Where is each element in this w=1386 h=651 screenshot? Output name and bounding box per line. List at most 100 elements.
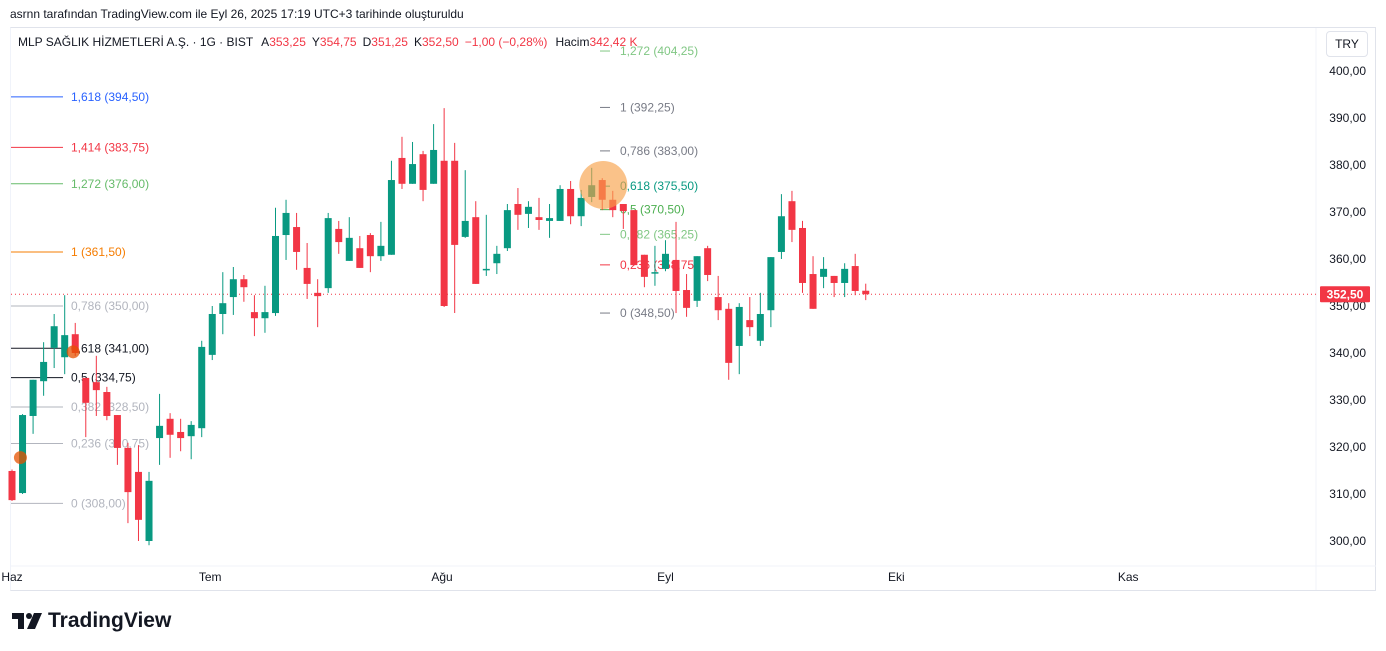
candle-body (661, 253, 669, 269)
candle-body (651, 272, 659, 274)
fib-left-label: 0,618 (341,00) (71, 341, 149, 355)
price-tick-label: 380,00 (1329, 158, 1366, 172)
candle-body (767, 257, 775, 311)
candle-body (503, 210, 511, 249)
candle-body (419, 154, 427, 190)
candle-body (830, 275, 838, 283)
open-value: 353,25 (269, 35, 306, 49)
candle-body (240, 279, 248, 288)
last-price-tag (1320, 286, 1370, 303)
candle-body (461, 220, 469, 237)
candle-body (113, 415, 121, 448)
candle-body (92, 382, 100, 391)
candle-body (704, 248, 712, 275)
fib-right-label: 0,5 (370,50) (620, 203, 685, 217)
candle-body (103, 392, 111, 416)
candle-body (788, 201, 796, 230)
candle-body (746, 320, 754, 328)
candle-body (756, 313, 764, 341)
candle-body (250, 312, 258, 319)
candle-body (630, 210, 638, 266)
tradingview-logo[interactable]: TradingView (12, 609, 171, 633)
candle-body (303, 267, 311, 284)
candle-body (398, 157, 406, 184)
open-label: A (261, 35, 270, 49)
candle-body (219, 303, 227, 314)
candle-body (451, 160, 459, 245)
candle-body (61, 335, 69, 358)
low-value: 351,25 (371, 35, 408, 49)
candle-body (514, 204, 522, 215)
low-label: D (362, 35, 372, 49)
candle-body (820, 268, 828, 277)
currency-button[interactable]: TRY (1326, 31, 1368, 57)
candle-body (272, 235, 279, 314)
time-tick-label: Eki (888, 570, 905, 584)
price-tick-label: 340,00 (1329, 346, 1366, 360)
tradingview-logo-icon (12, 613, 42, 629)
chart-caption: asrnn tarafından TradingView.com ile Eyl… (10, 7, 464, 21)
candle-body (777, 216, 785, 252)
time-tick-label: Tem (199, 570, 222, 584)
candle-body (134, 471, 142, 520)
candle-body (430, 149, 438, 184)
fib-left-label: 1,272 (376,00) (71, 177, 149, 191)
candle-body (640, 254, 648, 277)
fib-right-label: 0 (348,50) (620, 306, 675, 320)
candle-body (546, 218, 554, 221)
price-tick-label: 390,00 (1329, 111, 1366, 125)
close-label: K (413, 35, 422, 49)
candle-body (187, 424, 195, 437)
candle-body (229, 279, 237, 298)
fib-right-label: 1 (392,25) (620, 100, 675, 114)
time-tick-label: Eyl (657, 570, 674, 584)
candle-body (683, 290, 691, 308)
candle-body (377, 245, 385, 257)
price-tick-label: 350,00 (1329, 299, 1366, 313)
high-label: Y (311, 35, 320, 49)
candle-body (535, 217, 543, 220)
volume-value: 342,42 K (589, 35, 638, 49)
candle-body (366, 235, 374, 257)
candle-body (40, 361, 48, 382)
candle-body (851, 266, 859, 291)
close-value: 352,50 (422, 35, 459, 49)
price-tick-label: 370,00 (1329, 205, 1366, 219)
fib-right-label: 1,272 (404,25) (620, 44, 698, 58)
fib-left-label: 1,618 (394,50) (71, 90, 149, 104)
price-tick-label: 300,00 (1329, 534, 1366, 548)
candle-body (145, 480, 153, 541)
candle-body (409, 164, 417, 184)
candle-body (293, 227, 301, 252)
symbol-name[interactable]: MLP SAĞLIK HİZMETLERİ A.Ş. · 1G · BIST (18, 35, 254, 49)
highlight-circle-marker (579, 160, 628, 209)
candle-body (356, 248, 364, 268)
fib-right-label: 0,786 (383,00) (620, 144, 698, 158)
candle-body (166, 418, 174, 435)
time-tick-label: Ağu (431, 570, 452, 584)
candle-body (493, 253, 501, 264)
candle-body (198, 346, 206, 429)
candle-body (387, 180, 395, 255)
circle-marker (13, 451, 27, 465)
candle-body (124, 447, 132, 493)
tradingview-logo-text: TradingView (48, 609, 172, 632)
candle-body (82, 377, 90, 403)
change-value: −1,00 (−0,28%) (464, 35, 548, 49)
candle-body (29, 379, 37, 416)
chart-frame[interactable] (10, 27, 1376, 591)
symbol-legend: MLP SAĞLIK HİZMETLERİ A.Ş. · 1G · BIST A… (18, 35, 644, 49)
time-tick-label: Kas (1118, 570, 1139, 584)
candle-body (672, 259, 680, 291)
candle-body (314, 292, 322, 297)
candle-body (693, 256, 701, 301)
last-price-tag-label: 352,50 (1327, 287, 1364, 301)
candle-body (50, 326, 58, 348)
price-tick-label: 310,00 (1329, 487, 1366, 501)
candle-body (324, 218, 332, 289)
candle-body (208, 313, 216, 355)
candle-body (440, 160, 448, 306)
candle-body (345, 237, 353, 261)
candle-body (809, 274, 817, 309)
